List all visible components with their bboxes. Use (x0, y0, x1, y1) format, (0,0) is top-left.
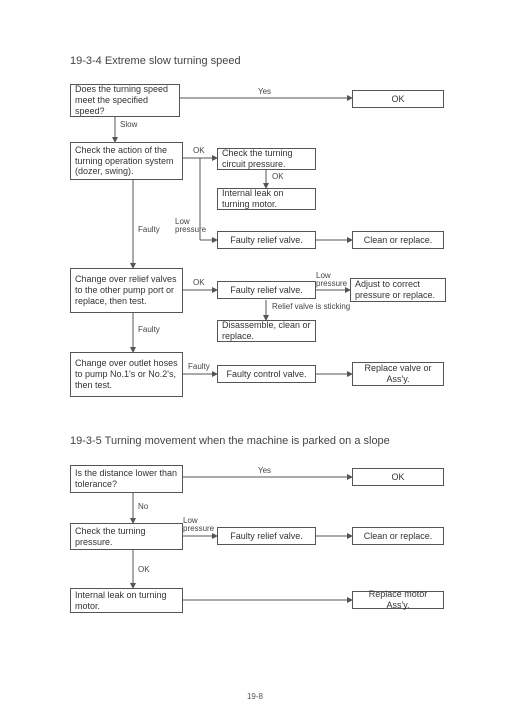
edge-label-lowp-1: Low pressure (175, 218, 213, 234)
edge-label-faulty-1: Faulty (138, 225, 160, 234)
node-change-relief: Change over relief valves to the other p… (70, 268, 183, 313)
section-heading-2: 19-3-5 Turning movement when the machine… (70, 435, 390, 447)
edge-label-ok-4: OK (138, 565, 150, 574)
edge-label-sticking: Relief valve is sticking (272, 302, 350, 311)
page: 19-3-4 Extreme slow turning speed Does t… (0, 0, 510, 722)
node-internal-leak-2: Internal leak on turning motor. (70, 588, 183, 613)
node-ok-2: OK (352, 468, 444, 486)
node-faulty-control: Faulty control valve. (217, 365, 316, 383)
edge-label-slow: Slow (120, 120, 137, 129)
edge-label-lowp-3: Low pressure (183, 517, 221, 533)
node-distance-question: Is the distance lower than tolerance? (70, 465, 183, 493)
edge-label-faulty-2: Faulty (138, 325, 160, 334)
node-internal-leak-1: Internal leak on turning motor. (217, 188, 316, 210)
edge-label-no: No (138, 502, 148, 511)
node-ok-1: OK (352, 90, 444, 108)
node-clean-replace-1: Clean or replace. (352, 231, 444, 249)
edge-label-yes-1: Yes (258, 87, 271, 96)
node-faulty-relief-2: Faulty relief valve. (217, 281, 316, 299)
node-check-pressure: Check the turning pressure. (70, 523, 183, 550)
node-change-hoses: Change over outlet hoses to pump No.1's … (70, 352, 183, 397)
node-check-circuit: Check the turning circuit pressure. (217, 148, 316, 170)
edge-label-lowp-2: Low pressure (316, 272, 354, 288)
edge-label-ok-3: OK (193, 278, 205, 287)
edge-label-ok-2: OK (272, 172, 284, 181)
node-disassemble: Disassemble, clean or replace. (217, 320, 316, 342)
node-faulty-relief-3: Faulty relief valve. (217, 527, 316, 545)
node-adjust-pressure: Adjust to correct pressure or replace. (350, 278, 446, 302)
node-replace-motor: Replace motor Ass'y. (352, 591, 444, 609)
edge-label-yes-2: Yes (258, 466, 271, 475)
node-speed-question: Does the turning speed meet the specifie… (70, 84, 180, 117)
node-check-action: Check the action of the turning operatio… (70, 142, 183, 180)
node-replace-valve: Replace valve or Ass'y. (352, 362, 444, 386)
node-clean-replace-2: Clean or replace. (352, 527, 444, 545)
edge-label-ok-1: OK (193, 146, 205, 155)
node-faulty-relief-1: Faulty relief valve. (217, 231, 316, 249)
edge-label-faulty-3: Faulty (188, 362, 210, 371)
section-heading-1: 19-3-4 Extreme slow turning speed (70, 55, 241, 67)
page-number: 19-8 (0, 692, 510, 701)
